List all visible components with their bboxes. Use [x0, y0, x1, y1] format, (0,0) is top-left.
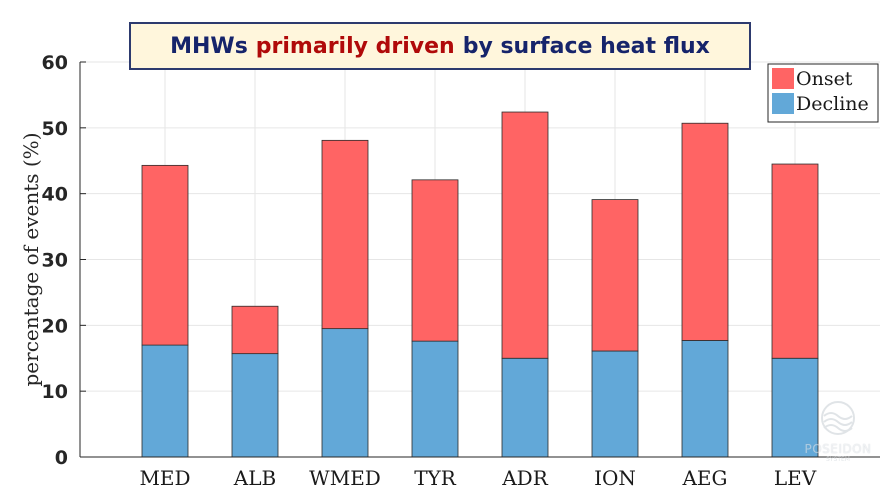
bar-decline-alb [231, 353, 279, 458]
bar-decline-adr [501, 357, 549, 458]
y-tick-label: 60 [42, 52, 68, 74]
bar-onset-lev [771, 163, 819, 359]
y-tick-label: 30 [42, 250, 68, 272]
poseidon-logo-name: POSEIDON [804, 442, 872, 456]
poseidon-logo-sub: SYSTEM [826, 456, 850, 463]
bar-decline-wmed [321, 328, 369, 458]
bar-decline-ion [591, 350, 639, 458]
x-tick-label: LEV [774, 466, 817, 490]
bar-onset-alb [231, 305, 279, 355]
bar-onset-aeg [681, 122, 729, 341]
y-axis-label: percentage of events (%) [19, 133, 43, 387]
y-tick-label: 0 [55, 447, 68, 469]
legend-swatch-onset [772, 68, 794, 89]
grid-lines [80, 61, 880, 458]
bar-decline-lev [771, 357, 819, 458]
legend: Onset Decline [767, 63, 879, 123]
axes: 0 10 20 30 40 50 60 MED ALB WMED TYR ADR ION AEG LEV [42, 52, 880, 490]
y-tick-label: 50 [42, 118, 68, 140]
x-tick-label: ALB [233, 466, 276, 490]
legend-label-decline: Decline [796, 93, 869, 115]
x-tick-label: ADR [501, 466, 548, 490]
legend-label-onset: Onset [796, 68, 853, 90]
x-tick-label: ION [594, 466, 636, 490]
poseidon-logo: POSEIDON SYSTEM [793, 398, 883, 478]
chart-title: MHWs primarily driven by surface heat fl… [129, 22, 751, 70]
bar-onset-tyr [411, 179, 459, 342]
bar-onset-adr [501, 111, 549, 359]
poseidon-logo-icon [821, 401, 855, 435]
y-tick-label: 10 [42, 381, 68, 403]
bar-onset-med [141, 164, 189, 346]
title-part-2: by surface heat flux [462, 33, 710, 59]
bar-onset-ion [591, 199, 639, 352]
x-tick-label: WMED [309, 466, 381, 490]
title-part-1: MHWs [170, 33, 248, 59]
bar-decline-tyr [411, 340, 459, 458]
title-highlight: primarily driven [255, 33, 455, 59]
x-tick-label: TYR [414, 466, 457, 490]
y-tick-label: 20 [42, 315, 68, 337]
legend-swatch-decline [772, 93, 794, 114]
bar-decline-aeg [681, 340, 729, 458]
x-tick-label: AEG [681, 466, 727, 490]
y-tick-label: 40 [42, 184, 68, 206]
bar-onset-wmed [321, 139, 369, 330]
bar-decline-med [141, 344, 189, 458]
bars [141, 111, 819, 458]
x-tick-label: MED [139, 466, 190, 490]
